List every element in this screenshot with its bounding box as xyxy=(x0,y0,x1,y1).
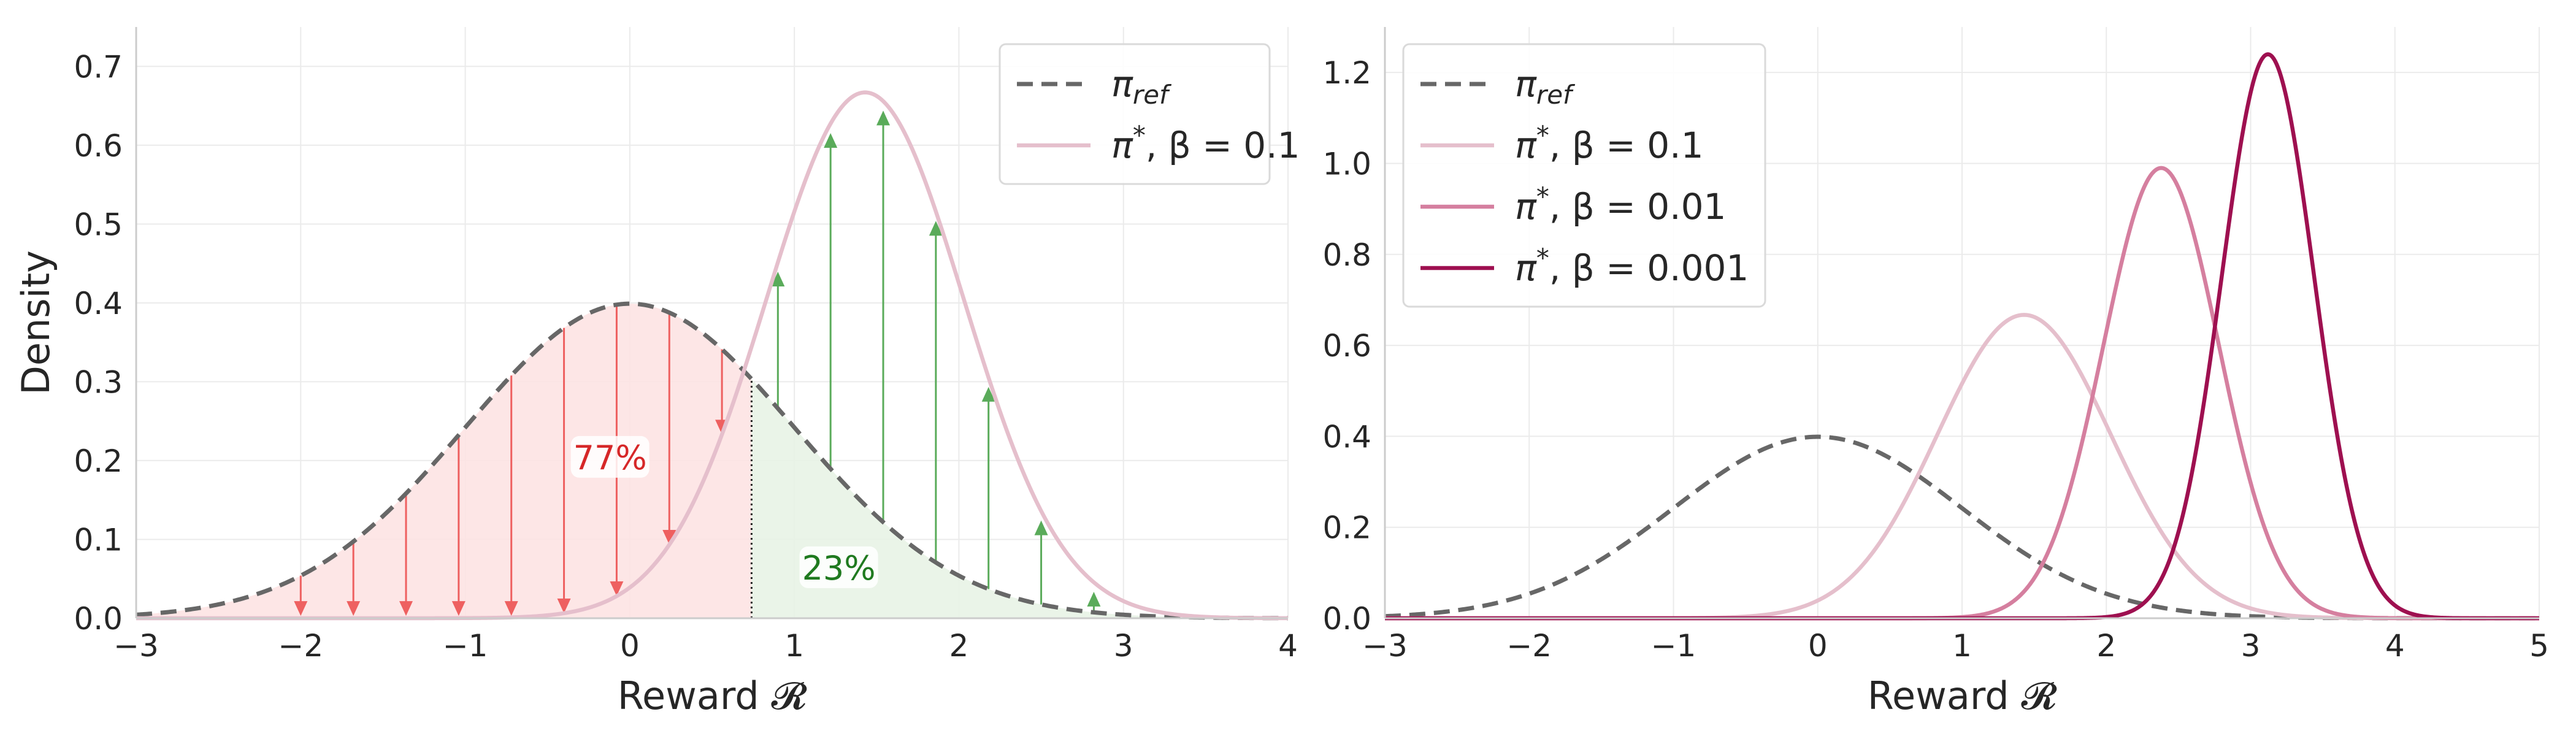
region-label-reduced: 77% xyxy=(573,439,647,477)
y-tick-label: 0.2 xyxy=(74,443,123,479)
arrow-up-head xyxy=(929,221,943,236)
arrow-down-head xyxy=(662,530,677,545)
y-tick-label: 0.4 xyxy=(1322,419,1371,454)
left-chart-panel: 77% 23% −3 −2 −1 0 1 2 3 4 0.0 0.1 0.2 0.3 0.4 0.5 0.6 0.… xyxy=(13,27,1300,718)
arrow-up-head xyxy=(771,272,785,287)
x-tick-label: 4 xyxy=(2385,628,2405,664)
y-tick-label: 0.4 xyxy=(74,286,123,321)
legend-entry-label: π*, β = 0.001 xyxy=(1515,243,1749,289)
x-tick-label: 5 xyxy=(2529,628,2549,664)
label-23-bg xyxy=(799,546,878,588)
x-tick-label: 3 xyxy=(2241,628,2261,664)
y-tick-label: 1.0 xyxy=(1322,146,1371,182)
y-tick-label: 0.2 xyxy=(1322,510,1371,546)
region-increased-fill xyxy=(751,378,1288,618)
arrow-down-head xyxy=(610,581,624,596)
legend: πref π*, β = 0.1 xyxy=(999,43,1300,185)
y-tick-label: 0.0 xyxy=(1322,601,1371,637)
arrow-down-head xyxy=(399,601,413,616)
arrow-up-head xyxy=(876,110,891,126)
y-tick-label: 0.6 xyxy=(74,128,123,164)
y-tick-label: 0.3 xyxy=(74,364,123,400)
x-tick-label: −2 xyxy=(278,628,323,664)
y-tick-label: 0.6 xyxy=(1322,328,1371,364)
x-tick-label: −3 xyxy=(1362,628,1408,664)
label-77-bg xyxy=(570,435,650,478)
y-axis-label: Density xyxy=(13,250,58,395)
arrow-down-head xyxy=(557,598,571,613)
legend-entry-label: π*, β = 0.1 xyxy=(1111,120,1300,166)
x-tick-label: 0 xyxy=(620,628,640,664)
arrow-down-head xyxy=(504,601,518,616)
legend-entry-label: πref xyxy=(1515,63,1576,110)
right-chart-panel: −3 −2 −1 0 1 2 3 4 5 0.0 0.2 0.4 0.6 0.8 1.0 1.2 Reward … xyxy=(1322,27,2549,718)
y-tick-label: 0.5 xyxy=(74,207,123,242)
y-tick-label: 0.1 xyxy=(74,522,123,558)
legend-box xyxy=(1402,43,1766,308)
y-tick-label: 0.8 xyxy=(1322,237,1371,273)
x-tick-label: 2 xyxy=(2096,628,2116,664)
arrow-down-head xyxy=(347,601,361,616)
x-tick-label: 3 xyxy=(1114,628,1133,664)
legend: πref π*, β = 0.1 π*, β = 0.01 π*, β = 0.001 xyxy=(1402,43,1766,308)
y-tick-label: 1.2 xyxy=(1322,55,1371,91)
arrow-down-head xyxy=(294,601,308,616)
legend-entry-label: π*, β = 0.1 xyxy=(1515,120,1704,166)
arrow-up-head xyxy=(1087,591,1101,607)
x-tick-label: −1 xyxy=(443,628,488,664)
grid xyxy=(136,27,1289,619)
x-axis-label: Reward 𝓡 xyxy=(1868,673,2057,718)
legend-entry-label: πref xyxy=(1111,63,1172,110)
region-reduced-fill xyxy=(136,304,752,619)
arrow-up-head xyxy=(824,133,838,148)
y-tick-label: 0.7 xyxy=(74,49,123,85)
x-tick-label: 2 xyxy=(949,628,969,664)
x-tick-label: −2 xyxy=(1506,628,1552,664)
y-tick-label: 0.0 xyxy=(74,601,123,637)
legend-box xyxy=(999,43,1271,185)
x-tick-label: 1 xyxy=(784,628,804,664)
x-tick-label: −1 xyxy=(1651,628,1696,664)
arrow-up-head xyxy=(981,386,995,402)
x-tick-label: 0 xyxy=(1808,628,1828,664)
x-tick-label: −3 xyxy=(113,628,159,664)
x-axis-label: Reward 𝓡 xyxy=(618,673,807,718)
legend-entry-label: π*, β = 0.01 xyxy=(1515,182,1726,228)
arrow-up-head xyxy=(1034,520,1048,535)
region-label-increased: 23% xyxy=(802,549,876,588)
x-tick-label: 1 xyxy=(1952,628,1972,664)
arrow-down-head xyxy=(451,601,466,616)
series-pi-ref-line xyxy=(136,301,1289,621)
series-pi-ref-line xyxy=(1384,434,2540,621)
x-tick-label: 4 xyxy=(1278,628,1298,664)
